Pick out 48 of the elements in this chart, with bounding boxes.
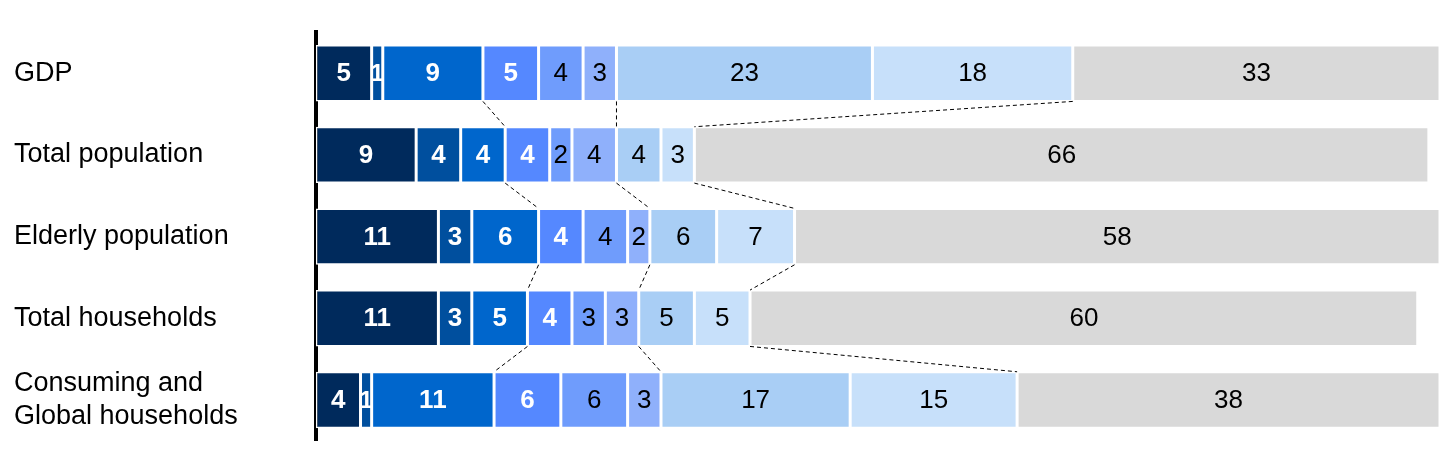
data-label: 4 (631, 139, 646, 170)
data-label: 9 (425, 57, 441, 88)
data-label: 15 (919, 384, 949, 415)
y-tick-label: Elderly population (14, 220, 229, 251)
data-label: 4 (598, 220, 613, 251)
data-label: 5 (492, 302, 507, 333)
data-label: 3 (670, 139, 685, 170)
data-label: 3 (614, 302, 630, 333)
data-label: 33 (1241, 57, 1271, 88)
y-tick-label: Total households (14, 301, 217, 332)
data-label: 3 (447, 220, 463, 251)
data-label: 17 (741, 384, 771, 415)
data-label: 4 (331, 384, 347, 415)
y-tick-label: Consuming and Global households (14, 367, 238, 430)
data-label: 3 (447, 302, 463, 333)
data-label: 6 (497, 220, 513, 251)
data-label: 4 (542, 302, 558, 333)
data-label: 23 (729, 57, 759, 88)
data-label: 5 (503, 57, 518, 88)
y-tick-label: Total population (14, 138, 204, 169)
data-label: 5 (714, 302, 730, 333)
data-label: 5 (659, 302, 674, 333)
data-label: 7 (748, 220, 763, 251)
data-label: 2 (553, 139, 569, 170)
data-label: 38 (1214, 384, 1244, 415)
data-label: 4 (586, 139, 602, 170)
data-label: 6 (586, 384, 602, 415)
data-label: 4 (431, 139, 447, 170)
data-label: 6 (676, 220, 691, 251)
data-label: 3 (637, 384, 652, 415)
data-label: 3 (581, 302, 596, 333)
data-label: 5 (336, 57, 352, 88)
y-tick-label: GDP (14, 56, 73, 87)
data-label: 4 (475, 139, 491, 170)
data-label: 11 (363, 302, 391, 333)
data-label: 18 (958, 57, 988, 88)
data-label: 4 (553, 57, 569, 88)
data-label: 58 (1102, 220, 1132, 251)
data-label: 11 (419, 384, 447, 415)
data-label: 60 (1069, 302, 1099, 333)
data-label: 66 (1047, 139, 1077, 170)
data-label: 6 (520, 384, 535, 415)
data-label: 4 (553, 220, 569, 251)
data-label: 11 (363, 220, 391, 251)
data-label: 4 (520, 139, 536, 170)
data-label: 2 (631, 220, 646, 251)
data-label: 3 (592, 57, 608, 88)
data-label: 9 (358, 139, 374, 170)
